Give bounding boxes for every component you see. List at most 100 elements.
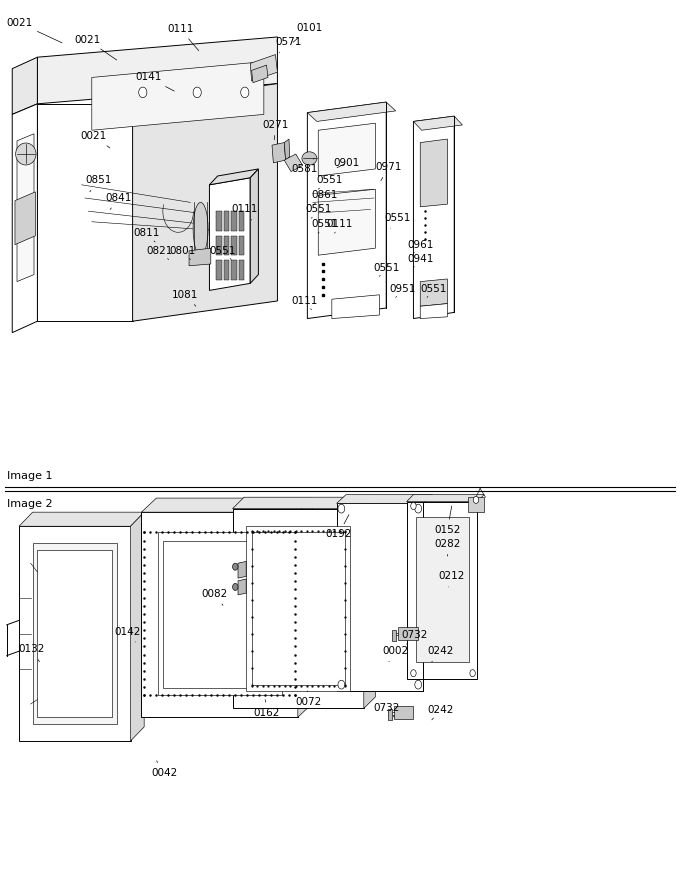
Polygon shape (163, 541, 277, 688)
Text: 0551: 0551 (312, 219, 338, 233)
Polygon shape (392, 630, 396, 641)
Polygon shape (272, 143, 286, 163)
Bar (239, 211, 244, 231)
Text: 0082: 0082 (201, 589, 227, 605)
Polygon shape (318, 189, 375, 255)
Polygon shape (209, 169, 258, 185)
Text: 0072: 0072 (296, 691, 322, 708)
Polygon shape (407, 502, 477, 679)
Text: 0901: 0901 (334, 158, 360, 168)
Polygon shape (420, 139, 447, 207)
Polygon shape (420, 279, 447, 306)
Circle shape (415, 680, 422, 689)
Circle shape (193, 87, 201, 98)
Polygon shape (413, 116, 454, 319)
Bar (224, 260, 229, 280)
Text: 0282: 0282 (435, 539, 460, 556)
Circle shape (233, 563, 238, 570)
Text: 0111: 0111 (292, 296, 318, 310)
Text: 0732: 0732 (402, 630, 428, 644)
Text: Image 2: Image 2 (7, 499, 52, 510)
Text: 0811: 0811 (133, 228, 159, 242)
Circle shape (470, 670, 475, 677)
Bar (239, 236, 244, 255)
Polygon shape (12, 104, 37, 333)
Polygon shape (388, 709, 392, 720)
Text: 0551: 0551 (385, 213, 411, 228)
Text: 0111: 0111 (232, 204, 258, 220)
Text: 0242: 0242 (428, 646, 454, 662)
Text: 0571: 0571 (275, 37, 301, 53)
Polygon shape (37, 104, 133, 321)
Text: 0101: 0101 (293, 23, 322, 42)
Polygon shape (92, 62, 264, 130)
Text: 0111: 0111 (327, 219, 353, 233)
Text: 0951: 0951 (390, 283, 415, 297)
Polygon shape (17, 134, 34, 282)
Polygon shape (394, 706, 413, 719)
Polygon shape (19, 512, 144, 526)
Bar (216, 236, 222, 255)
Polygon shape (468, 497, 484, 512)
Text: 0271: 0271 (262, 120, 288, 140)
Text: 0192: 0192 (326, 515, 352, 539)
Polygon shape (318, 123, 375, 176)
Circle shape (415, 504, 422, 513)
Polygon shape (398, 627, 418, 640)
Circle shape (473, 496, 479, 503)
Text: 0141: 0141 (135, 72, 174, 92)
Text: 1081: 1081 (172, 290, 198, 306)
Text: 0851: 0851 (86, 175, 112, 192)
Polygon shape (141, 512, 298, 717)
Polygon shape (189, 248, 211, 266)
Ellipse shape (302, 152, 317, 165)
Polygon shape (233, 509, 364, 708)
Polygon shape (252, 65, 268, 83)
Text: 0551: 0551 (316, 175, 342, 189)
Circle shape (338, 504, 345, 513)
Circle shape (233, 583, 238, 590)
Circle shape (411, 670, 416, 677)
Polygon shape (284, 139, 290, 160)
Polygon shape (246, 526, 350, 691)
Bar (224, 211, 229, 231)
Text: 0551: 0551 (305, 204, 331, 218)
Circle shape (241, 87, 249, 98)
Polygon shape (19, 526, 131, 741)
Text: 0021: 0021 (81, 131, 110, 148)
Text: 0841: 0841 (106, 193, 132, 209)
Text: 0961: 0961 (407, 239, 433, 253)
Text: 0971: 0971 (376, 162, 402, 180)
Polygon shape (250, 55, 277, 81)
Polygon shape (407, 495, 484, 502)
Text: 0021: 0021 (74, 34, 117, 60)
Text: 0551: 0551 (210, 246, 236, 260)
Text: 0732: 0732 (373, 703, 399, 717)
Polygon shape (416, 517, 469, 662)
Polygon shape (131, 512, 144, 741)
Polygon shape (209, 178, 250, 290)
Ellipse shape (16, 143, 36, 165)
Text: 0242: 0242 (428, 705, 454, 720)
Polygon shape (238, 561, 246, 578)
Polygon shape (238, 579, 246, 595)
Bar (231, 211, 237, 231)
Text: 0111: 0111 (167, 24, 199, 51)
Circle shape (470, 502, 475, 510)
Text: 0021: 0021 (6, 18, 62, 43)
Bar (216, 260, 222, 280)
Polygon shape (233, 497, 375, 509)
Circle shape (411, 502, 416, 510)
Polygon shape (37, 550, 112, 717)
Polygon shape (141, 498, 313, 512)
Polygon shape (158, 532, 282, 695)
Text: 0861: 0861 (312, 190, 338, 204)
Bar (231, 260, 237, 280)
Text: 0801: 0801 (169, 246, 195, 260)
Polygon shape (413, 116, 462, 130)
Polygon shape (37, 37, 277, 104)
Text: 0941: 0941 (407, 253, 433, 268)
Ellipse shape (193, 202, 208, 255)
Polygon shape (364, 497, 375, 708)
Text: 0002: 0002 (383, 646, 409, 662)
